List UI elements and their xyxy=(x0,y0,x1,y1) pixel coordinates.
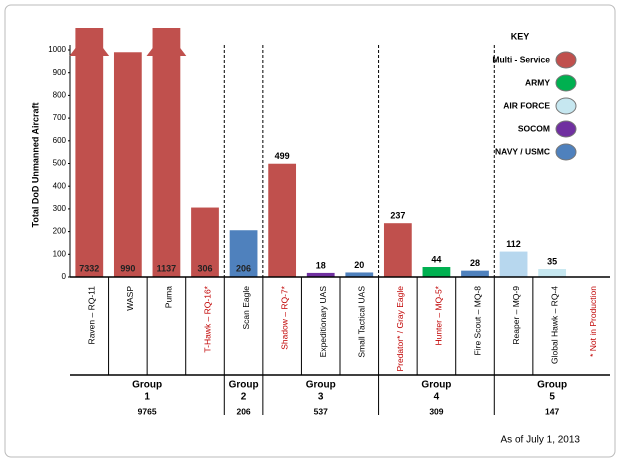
key-label: Multi - Service xyxy=(492,54,550,64)
group-label: Group xyxy=(421,380,451,391)
value-label: 28 xyxy=(470,258,480,268)
key-title: KEY xyxy=(511,31,530,41)
value-label: 20 xyxy=(354,260,364,270)
bar xyxy=(113,52,142,277)
group-label: Group xyxy=(229,380,259,391)
value-label: 1137 xyxy=(157,263,177,273)
bar xyxy=(229,230,258,277)
value-label: 206 xyxy=(236,263,251,273)
bar xyxy=(345,272,374,277)
x-tick-label: Reaper – MQ-9 xyxy=(511,286,521,345)
x-tick-label: Expeditionary UAS xyxy=(318,286,328,358)
group-number: 2 xyxy=(241,392,247,403)
bars xyxy=(75,28,567,277)
group-total: 9765 xyxy=(138,406,157,416)
y-tick-label: 0 xyxy=(62,272,67,281)
x-tick-label: Puma xyxy=(164,286,174,308)
group-label: Group xyxy=(306,380,336,391)
value-label: 237 xyxy=(390,211,405,221)
bar xyxy=(422,267,451,277)
bar xyxy=(461,270,489,277)
x-tick-label: Hunter – MQ-5* xyxy=(434,285,444,345)
y-axis-label: Total DoD Unmanned Aircraft xyxy=(30,102,40,227)
group-label: Group xyxy=(537,380,567,391)
value-label: 112 xyxy=(506,239,521,249)
group-number: 3 xyxy=(318,392,324,403)
x-tick-label: Global Hawk – RQ-4 xyxy=(549,286,559,364)
y-tick-label: 500 xyxy=(53,159,67,168)
x-tick-label: Fire Scout – MQ-8 xyxy=(472,286,482,356)
y-tick-label: 1000 xyxy=(48,45,66,54)
note: * Not in Production xyxy=(588,286,598,357)
key-label: ARMY xyxy=(525,77,550,87)
value-label: 7332 xyxy=(79,263,99,273)
bar xyxy=(499,251,528,277)
key-swatch xyxy=(555,143,577,161)
bar xyxy=(152,28,181,277)
footer: As of July 1, 2013 xyxy=(501,435,581,446)
y-tick-label: 300 xyxy=(53,204,67,213)
x-tick-label: WASP xyxy=(125,286,135,311)
value-label: 18 xyxy=(316,260,326,270)
group-total: 309 xyxy=(429,406,443,416)
value-label: 306 xyxy=(197,263,212,273)
key-label: NAVY / USMC xyxy=(495,146,550,156)
group-number: 4 xyxy=(434,392,440,403)
key-label: AIR FORCE xyxy=(503,100,550,110)
bar xyxy=(191,207,219,277)
y-tick-label: 200 xyxy=(53,227,67,236)
key-swatch xyxy=(555,97,577,115)
value-label: 499 xyxy=(275,151,290,161)
bar xyxy=(268,163,297,277)
group-label: Group xyxy=(132,380,162,391)
x-tick-label: T-Hawk – RQ-16* xyxy=(202,285,212,352)
key-label: SOCOM xyxy=(518,123,550,133)
bar xyxy=(75,28,104,277)
y-tick-label: 700 xyxy=(53,113,67,122)
key-swatch xyxy=(555,51,577,69)
group-number: 1 xyxy=(144,392,150,403)
x-tick-label: Small Tactical UAS xyxy=(357,286,367,358)
overflow-arrow xyxy=(69,30,110,56)
value-label: 990 xyxy=(120,263,135,273)
x-tick-label: Raven – RQ-11 xyxy=(87,286,97,345)
x-tick-label: Shadow – RQ-7* xyxy=(279,285,289,349)
key-swatch xyxy=(555,120,577,138)
bar xyxy=(383,223,412,277)
group-total: 537 xyxy=(314,406,328,416)
bar xyxy=(306,272,335,277)
overflow-arrow xyxy=(146,30,187,56)
group-total: 147 xyxy=(545,406,559,416)
y-tick-label: 900 xyxy=(53,68,67,77)
group-number: 5 xyxy=(549,392,555,403)
x-tick-label: Predator* / Gray Eagle xyxy=(395,286,405,372)
y-tick-label: 600 xyxy=(53,136,67,145)
x-tick-label: Scan Eagle xyxy=(241,286,251,330)
y-tick-label: 800 xyxy=(53,91,67,100)
y-tick-label: 400 xyxy=(53,181,67,190)
value-label: 35 xyxy=(547,256,557,266)
group-total: 206 xyxy=(236,406,250,416)
y-tick-label: 100 xyxy=(53,249,67,258)
bar xyxy=(538,269,567,277)
value-label: 44 xyxy=(431,254,441,264)
key-swatch xyxy=(555,74,577,92)
